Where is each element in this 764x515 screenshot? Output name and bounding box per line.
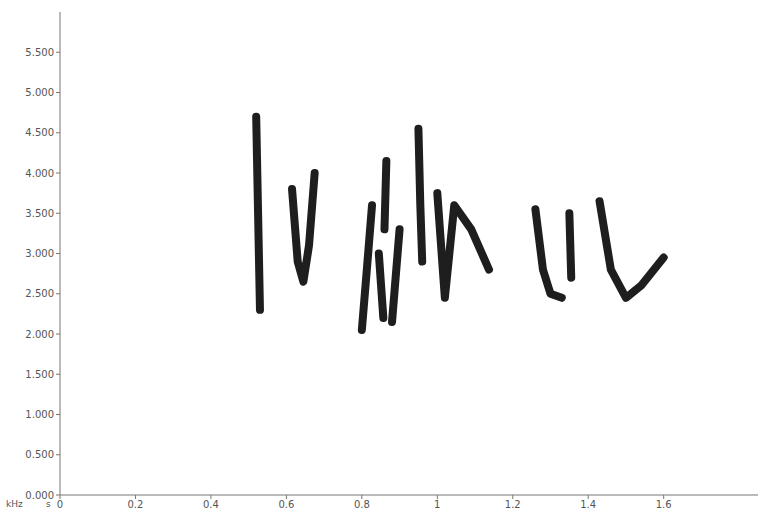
svg-text:3.500: 3.500 xyxy=(25,208,54,219)
svg-text:0.6: 0.6 xyxy=(278,499,294,510)
svg-text:1.000: 1.000 xyxy=(25,409,54,420)
svg-text:5.000: 5.000 xyxy=(25,87,54,98)
svg-text:1.6: 1.6 xyxy=(656,499,672,510)
svg-text:2.000: 2.000 xyxy=(25,329,54,340)
html-text:s: s xyxy=(46,499,51,509)
svg-text:0: 0 xyxy=(57,499,63,510)
svg-text:0.2: 0.2 xyxy=(128,499,144,510)
svg-text:4.000: 4.000 xyxy=(25,168,54,179)
svg-text:0.4: 0.4 xyxy=(203,499,219,510)
html-text:kHz: kHz xyxy=(6,499,23,509)
svg-text:5.500: 5.500 xyxy=(25,47,54,58)
svg-text:2.500: 2.500 xyxy=(25,288,54,299)
svg-text:0.500: 0.500 xyxy=(25,449,54,460)
svg-text:3.000: 3.000 xyxy=(25,248,54,259)
svg-text:0.8: 0.8 xyxy=(354,499,370,510)
svg-text:1.4: 1.4 xyxy=(580,499,596,510)
svg-text:1.2: 1.2 xyxy=(505,499,521,510)
svg-text:1.500: 1.500 xyxy=(25,369,54,380)
svg-text:4.500: 4.500 xyxy=(25,127,54,138)
svg-text:0.000: 0.000 xyxy=(25,490,54,501)
svg-text:1: 1 xyxy=(434,499,440,510)
